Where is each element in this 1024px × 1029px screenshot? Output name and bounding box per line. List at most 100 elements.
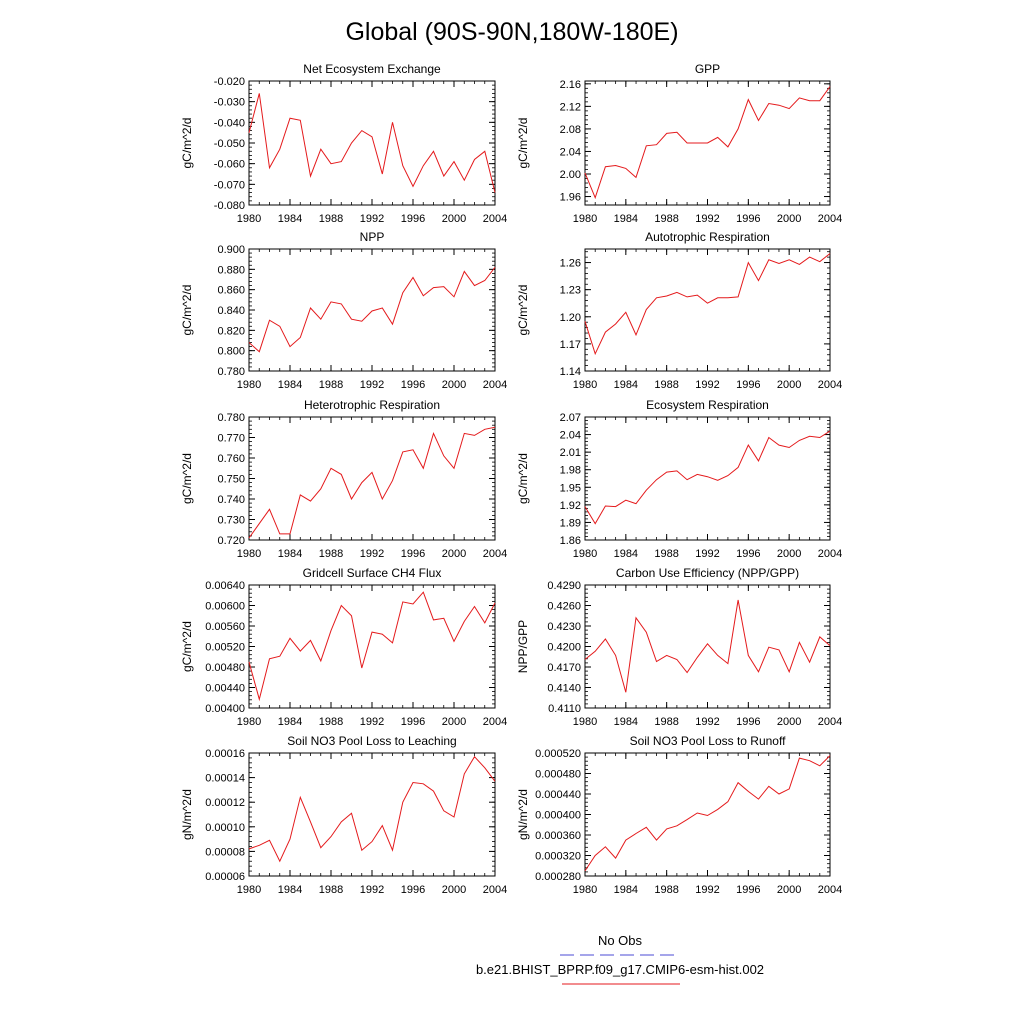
series-line — [248, 591, 496, 702]
x-tick-label: 1980 — [573, 213, 597, 225]
y-tick-label: 1.86 — [560, 535, 581, 547]
y-axis-label: NPP/GPP — [516, 620, 530, 673]
y-tick-label: 0.4110 — [548, 703, 581, 715]
panel-title: Autotrophic Respiration — [645, 230, 770, 244]
x-tick-label: 2004 — [483, 548, 507, 560]
x-tick-label: 1996 — [736, 548, 760, 560]
y-tick-label: 1.23 — [560, 285, 581, 297]
x-tick-label: 2004 — [483, 884, 507, 896]
chart-panel-4: Heterotrophic Respiration 0.720 0.730 0.740… — [180, 398, 507, 560]
chart-panel-8: Soil NO3 Pool Loss to Leaching 0.00006 0.0… — [180, 734, 507, 896]
y-axis-label: gC/m^2/d — [180, 285, 194, 336]
y-tick-label: 1.98 — [560, 465, 581, 477]
x-tick-label: 2004 — [818, 213, 842, 225]
x-tick-label: 1988 — [654, 213, 678, 225]
chart-panel-7: Carbon Use Efficiency (NPP/GPP) 0.4110 0.4… — [516, 566, 842, 728]
x-tick-label: 1996 — [736, 213, 760, 225]
x-tick-label: 1992 — [695, 213, 719, 225]
y-axis-label: gC/m^2/d — [180, 453, 194, 504]
y-tick-label: 0.900 — [217, 244, 245, 256]
series-line — [248, 93, 496, 193]
x-tick-label: 1996 — [736, 716, 760, 728]
x-tick-label: 1996 — [401, 213, 425, 225]
x-tick-label: 1988 — [319, 716, 343, 728]
y-tick-label: 0.00400 — [205, 703, 245, 715]
series-line — [584, 599, 831, 693]
x-tick-label: 1988 — [319, 548, 343, 560]
y-tick-label: 0.4230 — [547, 621, 581, 633]
x-tick-label: 1992 — [695, 884, 719, 896]
y-tick-label: 0.860 — [217, 285, 245, 297]
plot-frame — [584, 584, 831, 709]
x-tick-label: 2000 — [442, 379, 466, 391]
plot-frame — [248, 416, 496, 541]
y-tick-label: 0.4200 — [547, 642, 581, 654]
x-tick-label: 1984 — [614, 884, 638, 896]
y-tick-label: 0.4290 — [547, 580, 581, 592]
y-tick-label: 0.800 — [217, 346, 245, 358]
series-line — [584, 755, 831, 872]
y-tick-label: 0.000280 — [535, 871, 581, 883]
y-axis-label: gN/m^2/d — [180, 789, 194, 840]
x-tick-label: 1992 — [360, 548, 384, 560]
panel-title: Ecosystem Respiration — [646, 398, 769, 412]
x-tick-label: 1988 — [319, 379, 343, 391]
plot-frame — [584, 416, 831, 541]
x-tick-label: 1988 — [654, 716, 678, 728]
x-tick-label: 2000 — [442, 716, 466, 728]
x-tick-label: 1988 — [319, 213, 343, 225]
y-tick-label: -0.080 — [214, 200, 245, 212]
y-tick-label: 0.000400 — [535, 810, 581, 822]
y-tick-label: 1.20 — [560, 312, 581, 324]
y-axis-label: gN/m^2/d — [516, 789, 530, 840]
panel-title: Net Ecosystem Exchange — [303, 62, 441, 76]
y-tick-label: 1.95 — [560, 482, 581, 494]
x-tick-label: 1988 — [319, 884, 343, 896]
x-tick-label: 2004 — [818, 884, 842, 896]
x-tick-label: 1996 — [736, 379, 760, 391]
x-tick-label: 2004 — [818, 379, 842, 391]
y-tick-label: 1.92 — [560, 500, 581, 512]
panel-title: Soil NO3 Pool Loss to Runoff — [630, 734, 787, 748]
legend-label-no-obs: No Obs — [598, 933, 643, 948]
x-tick-label: 2004 — [483, 213, 507, 225]
series-line — [248, 266, 496, 353]
x-tick-label: 1996 — [401, 716, 425, 728]
y-tick-label: 0.00480 — [205, 662, 245, 674]
y-tick-label: 0.840 — [217, 305, 245, 317]
y-tick-label: -0.020 — [214, 76, 245, 88]
x-tick-label: 1996 — [401, 379, 425, 391]
y-tick-label: 0.00010 — [205, 822, 245, 834]
x-tick-label: 1984 — [278, 379, 302, 391]
x-tick-label: 2004 — [483, 716, 507, 728]
y-tick-label: -0.030 — [214, 97, 245, 109]
y-tick-label: 0.000440 — [535, 789, 581, 801]
y-axis-label: gC/m^2/d — [180, 118, 194, 169]
y-tick-label: 1.96 — [560, 192, 581, 204]
y-tick-label: 0.000360 — [535, 830, 581, 842]
x-tick-label: 2000 — [777, 548, 801, 560]
x-tick-label: 2004 — [483, 379, 507, 391]
x-tick-label: 1984 — [278, 884, 302, 896]
y-tick-label: 0.00014 — [205, 773, 245, 785]
x-tick-label: 2000 — [777, 213, 801, 225]
x-tick-label: 1996 — [401, 548, 425, 560]
y-axis-label: gC/m^2/d — [180, 621, 194, 672]
x-tick-label: 1992 — [360, 884, 384, 896]
series-line — [584, 430, 831, 525]
x-tick-label: 2000 — [442, 884, 466, 896]
x-tick-label: 1980 — [237, 213, 261, 225]
y-tick-label: 0.00006 — [205, 871, 245, 883]
y-axis-label: gC/m^2/d — [516, 453, 530, 504]
chart-panel-9: Soil NO3 Pool Loss to Runoff 0.000280 0.00… — [516, 734, 842, 896]
y-axis-label: gC/m^2/d — [516, 118, 530, 169]
y-tick-label: 0.770 — [217, 433, 245, 445]
panel-title: Gridcell Surface CH4 Flux — [303, 566, 442, 580]
panel-title: NPP — [360, 230, 385, 244]
legend-label-model: b.e21.BHIST_BPRP.f09_g17.CMIP6-esm-hist.… — [476, 962, 764, 977]
panels: Net Ecosystem Exchange -0.080 -0.070 -0.060… — [180, 62, 842, 896]
x-tick-label: 1992 — [695, 379, 719, 391]
y-axis-label: gC/m^2/d — [516, 285, 530, 336]
y-tick-label: 0.00600 — [205, 601, 245, 613]
